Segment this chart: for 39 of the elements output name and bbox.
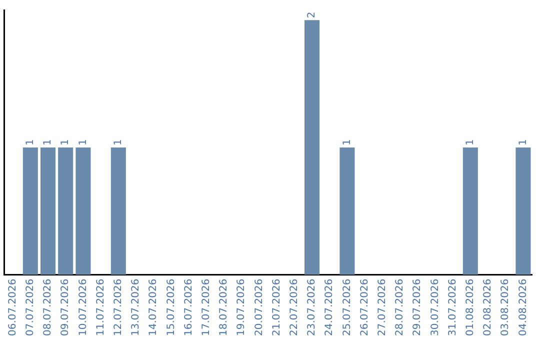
x-tick-label: 02.08.2026 [482, 278, 494, 336]
data-label: 2 [306, 12, 318, 18]
x-tick-label: 14.07.2026 [148, 278, 160, 336]
x-tick-label: 06.07.2026 [7, 278, 18, 336]
data-label: 1 [464, 139, 476, 146]
x-tick-label: 29.07.2026 [412, 278, 424, 336]
x-tick-label: 20.07.2026 [254, 278, 265, 336]
x-tick-label: 23.07.2026 [306, 278, 318, 336]
x-tick-label: 30.07.2026 [430, 278, 441, 336]
x-tick-label: 01.08.2026 [464, 278, 476, 336]
data-label: 1 [42, 139, 54, 146]
x-tick-label: 12.07.2026 [112, 278, 124, 336]
x-tick-label: 07.07.2026 [24, 278, 36, 336]
x-tick-label: 17.07.2026 [200, 278, 212, 336]
x-tick-label: 15.07.2026 [166, 278, 177, 336]
x-tick-label: 04.08.2026 [518, 278, 529, 336]
x-tick-label: 13.07.2026 [130, 278, 142, 336]
data-label: 1 [342, 139, 353, 146]
data-label: 1 [24, 139, 36, 146]
data-label: 1 [518, 139, 529, 146]
x-tick-label: 18.07.2026 [218, 278, 230, 336]
x-tick-label: 09.07.2026 [60, 278, 72, 336]
x-tick-label: 03.08.2026 [500, 278, 512, 336]
x-tick-label: 11.07.2026 [95, 278, 106, 336]
x-tick-label: 31.07.2026 [447, 278, 458, 336]
x-tick-label: 26.07.2026 [359, 278, 370, 336]
x-tick-label: 19.07.2026 [236, 278, 248, 336]
x-tick-label: 27.07.2026 [376, 278, 388, 336]
x-tick-label: 28.07.2026 [394, 278, 406, 336]
data-label: 1 [112, 139, 124, 146]
x-tick-label: 21.07.2026 [271, 278, 282, 336]
x-tick-label: 25.07.2026 [342, 278, 353, 336]
x-tick-label: 22.07.2026 [288, 278, 300, 336]
x-tick-label: 24.07.2026 [324, 278, 336, 336]
x-tick-label: 08.07.2026 [42, 278, 54, 336]
x-tick-label: 16.07.2026 [183, 278, 194, 336]
data-label: 1 [78, 139, 89, 146]
x-tick-label: 10.07.2026 [78, 278, 89, 336]
data-label: 1 [60, 139, 72, 146]
